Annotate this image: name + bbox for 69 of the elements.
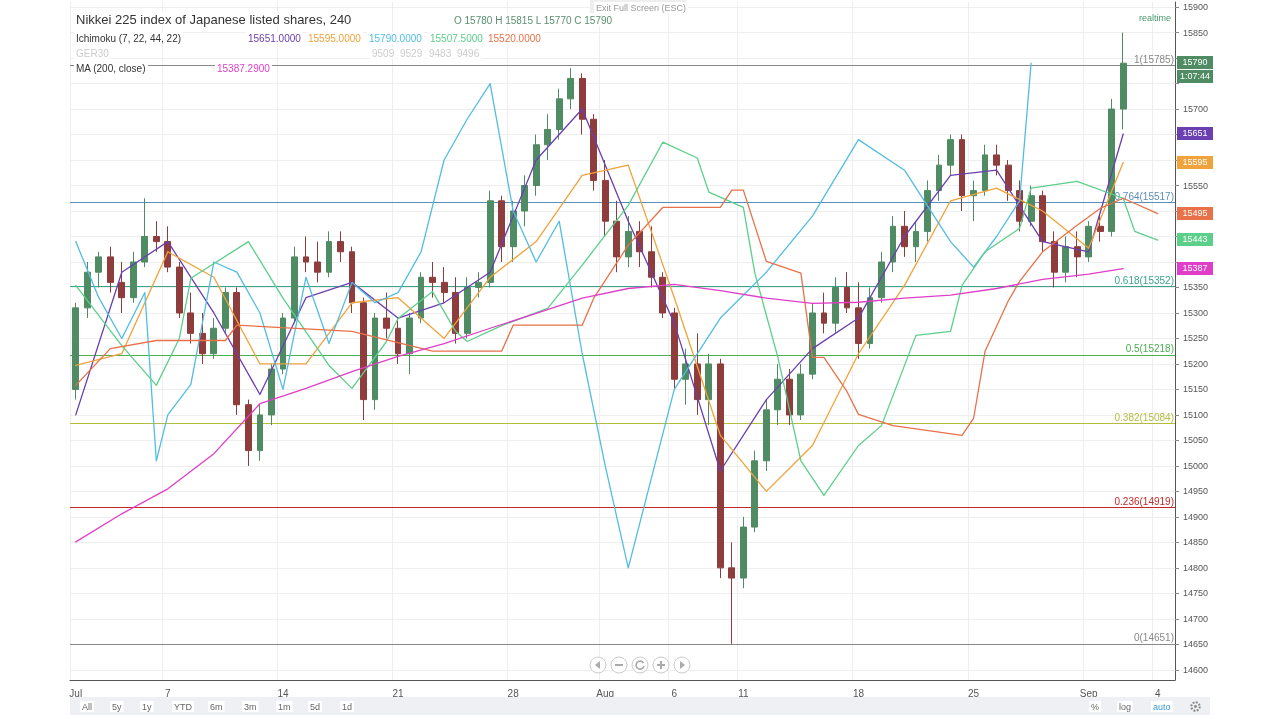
x-tick-label: Jul — [69, 687, 83, 699]
ref-line-label: 1(15785) — [1133, 54, 1174, 66]
x-tick-label: 4 — [1154, 687, 1161, 699]
annotation: 15387 — [1177, 261, 1213, 275]
text: 3m — [244, 701, 257, 712]
x-tick-label: 6 — [671, 687, 678, 699]
y-tick-label: 14850 — [1183, 537, 1209, 548]
y-tick-label: 15200 — [1183, 358, 1209, 369]
text: 5d — [310, 701, 321, 712]
text: 1y — [142, 701, 153, 712]
y-tick-label: 15300 — [1183, 307, 1209, 318]
y-tick-label: 14750 — [1183, 588, 1209, 599]
text: % — [1091, 701, 1100, 712]
annotation: 15520.0000 — [488, 32, 542, 44]
y-tick-label: 14650 — [1183, 639, 1209, 650]
annotation: 15507.5000 — [430, 32, 484, 44]
y-tick-label: 14900 — [1183, 511, 1209, 522]
annotation: 15651 — [1177, 127, 1213, 141]
annotation: 15387.2900 — [217, 62, 271, 74]
y-tick-label: 14800 — [1183, 562, 1209, 573]
text: YTD — [174, 701, 193, 712]
ref-line-label: 0.5(15218) — [1125, 343, 1174, 355]
text: log — [1119, 701, 1132, 712]
x-tick-label: 7 — [165, 687, 172, 699]
ref-line-label: 0.764(15517) — [1114, 190, 1174, 202]
text: 6m — [210, 701, 223, 712]
annotation: Ichimoku (7, 22, 44, 22) — [76, 32, 182, 44]
ref-line-label: 0.236(14919) — [1114, 495, 1174, 507]
x-tick-label: 28 — [507, 687, 520, 699]
text: 1:07:44 — [1177, 70, 1213, 84]
y-tick-label: 14600 — [1183, 664, 1209, 675]
text: 1m — [278, 701, 291, 712]
ref-line-label: 0(14651) — [1133, 632, 1174, 644]
ref-line-label: 0.618(15352) — [1114, 274, 1174, 286]
annotation: 15443 — [1177, 233, 1213, 247]
annotation: Exit Full Screen (ESC) — [596, 2, 687, 13]
x-tick-label: Sep — [1079, 687, 1098, 699]
annotation: 15495 — [1177, 206, 1213, 220]
y-tick-label: 15350 — [1183, 282, 1209, 293]
y-tick-label: 14950 — [1183, 486, 1209, 497]
annotation: 15790 — [1177, 56, 1213, 70]
annotation: realtime — [1139, 12, 1172, 23]
annotation: 15595.0000 — [308, 32, 362, 44]
y-tick-label: 15000 — [1183, 460, 1209, 471]
x-tick-label: 21 — [392, 687, 405, 699]
y-tick-label: 15250 — [1183, 333, 1209, 344]
annotation: MA (200, close) — [76, 62, 146, 74]
x-tick-label: 18 — [852, 687, 865, 699]
annotation: 15595 — [1177, 155, 1213, 169]
text: O 15780 H 15815 L 15770 C 15790 — [454, 14, 613, 26]
x-tick-label: 25 — [968, 687, 980, 699]
text: 1d — [342, 701, 353, 712]
y-tick-label: 14700 — [1183, 613, 1209, 624]
text: auto — [1153, 701, 1171, 712]
x-tick-label: 14 — [277, 687, 289, 699]
annotation: 15790.0000 — [369, 32, 423, 44]
text: All — [82, 701, 93, 712]
y-tick-label: 15550 — [1183, 180, 1209, 191]
ref-line-label: 0.382(15084) — [1114, 411, 1174, 423]
y-tick-label: 15100 — [1183, 409, 1209, 420]
text: Nikkei 225 index of Japanese listed shares, 240 — [76, 12, 352, 27]
y-tick-label: 15050 — [1183, 435, 1209, 446]
y-tick-label: 15150 — [1183, 384, 1209, 395]
annotation: 15651.0000 — [248, 32, 302, 44]
x-tick-label: 11 — [738, 687, 749, 699]
y-tick-label: 15850 — [1183, 27, 1209, 38]
y-tick-label: 15900 — [1183, 2, 1209, 13]
text: 5y — [112, 701, 123, 712]
y-tick-label: 15700 — [1183, 104, 1209, 115]
